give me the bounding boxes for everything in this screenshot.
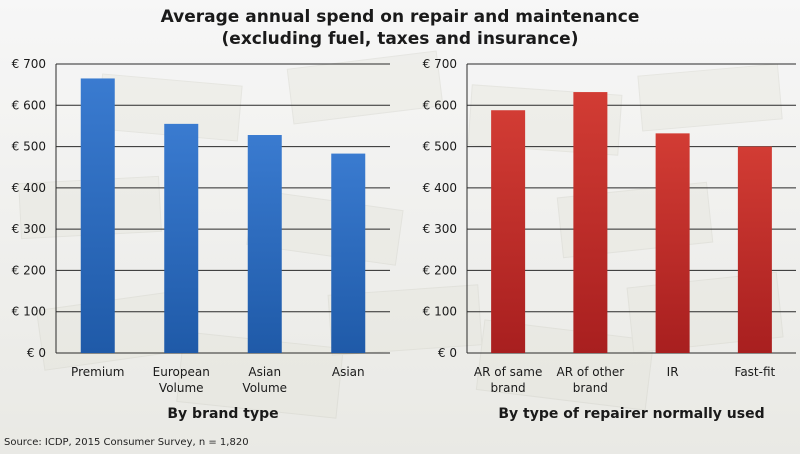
x-tick-label: Volume — [242, 381, 287, 395]
x-axis-title: By brand type — [167, 406, 278, 422]
x-tick-label: AR of same — [474, 365, 542, 379]
bar — [331, 153, 366, 353]
x-tick-label: AR of other — [557, 365, 625, 379]
chart-title-line-2: (excluding fuel, taxes and insurance) — [221, 29, 579, 49]
y-tick-label: € 300 — [423, 222, 457, 236]
y-tick-label: € 500 — [423, 140, 457, 154]
bar — [247, 135, 282, 353]
x-tick-label: brand — [491, 381, 526, 395]
x-tick-label: Volume — [159, 381, 204, 395]
y-tick-label: € 300 — [12, 222, 46, 236]
bar — [164, 123, 199, 353]
x-tick-label: Fast-fit — [735, 365, 776, 379]
y-tick-label: € 100 — [12, 305, 46, 319]
y-tick-label: € 700 — [423, 57, 457, 71]
y-tick-label: € 700 — [12, 57, 46, 71]
bar — [737, 146, 772, 353]
y-tick-label: € 200 — [12, 263, 46, 277]
y-tick-label: € 400 — [423, 181, 457, 195]
x-tick-label: Premium — [71, 365, 124, 379]
y-tick-label: € 600 — [423, 98, 457, 112]
y-tick-label: € 0 — [27, 346, 46, 360]
chart-title-line-1: Average annual spend on repair and maint… — [160, 7, 640, 27]
chart-panel-1: € 0 € 100 € 200 € 300 € 400 € 500 € 600 € 700 Pr… — [12, 57, 390, 422]
y-tick-label: € 600 — [12, 98, 46, 112]
y-tick-label: € 400 — [12, 181, 46, 195]
x-tick-label: European — [153, 365, 210, 379]
y-tick-label: € 500 — [12, 140, 46, 154]
bar — [80, 78, 115, 353]
x-tick-label: brand — [573, 381, 608, 395]
y-tick-label: € 200 — [423, 263, 457, 277]
bar — [655, 133, 690, 353]
x-tick-label: IR — [667, 365, 679, 379]
chart-panel-2: € 0 € 100 € 200 € 300 € 400 € 500 € 600 € 700 AR… — [423, 57, 796, 422]
y-tick-label: € 0 — [438, 346, 457, 360]
chart-title: Average annual spend on repair and maint… — [0, 6, 800, 50]
bar — [573, 92, 608, 354]
bar — [491, 110, 526, 354]
x-axis-title: By type of repairer normally used — [498, 406, 764, 422]
y-tick-label: € 100 — [423, 305, 457, 319]
x-tick-label: Asian — [332, 365, 365, 379]
x-tick-label: Asian — [248, 365, 281, 379]
source-note: Source: ICDP, 2015 Consumer Survey, n = … — [4, 437, 249, 448]
